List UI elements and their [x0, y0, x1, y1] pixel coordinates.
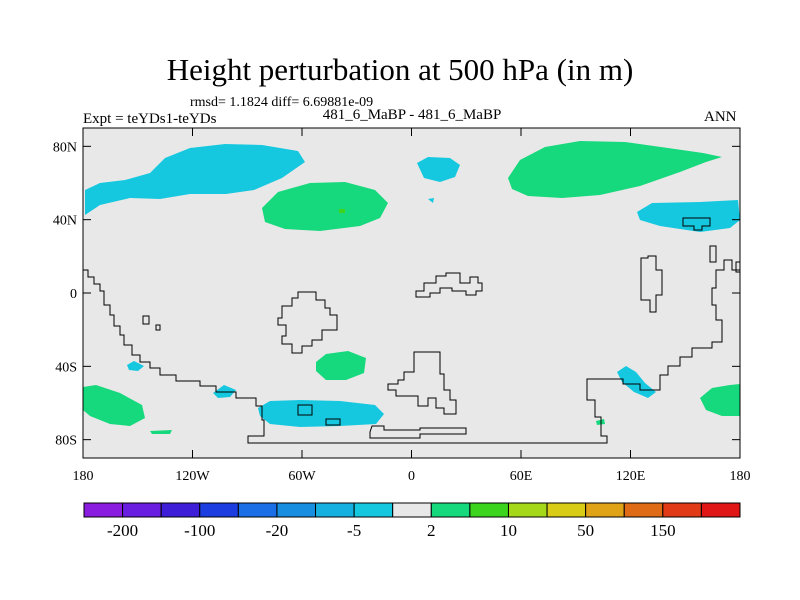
colorbar-swatch: [199, 502, 239, 518]
y-axis: 80N 40N 0 40S 80S: [53, 140, 740, 449]
experiment-label: Expt = teYDs1-teYDs: [83, 111, 217, 127]
green-region: [150, 430, 172, 434]
cyan-region: [258, 400, 384, 427]
colorbar-label: -200: [107, 521, 138, 540]
contour-fills: [83, 141, 740, 434]
y-tick-label: 40S: [55, 360, 77, 375]
colorbar-swatch: [507, 502, 548, 518]
colorbar-swatch: [700, 502, 741, 518]
stats-label: rmsd= 1.1824 diff= 6.69881e-09: [190, 95, 374, 110]
coastline: [387, 351, 457, 415]
green-region: [700, 384, 740, 416]
colorbar-swatch: [122, 502, 162, 518]
cyan-region: [637, 200, 740, 232]
colorbar-swatch: [585, 502, 625, 518]
y-tick-label: 80N: [53, 140, 77, 155]
x-tick-label: 60W: [288, 469, 316, 484]
colorbar-swatch: [353, 502, 394, 518]
x-tick-label: 120E: [616, 469, 646, 484]
green-region: [316, 351, 366, 380]
colorbar-label: 50: [577, 521, 594, 540]
bright-green-spot: [339, 209, 345, 213]
coastline: [325, 418, 341, 426]
cyan-region: [417, 157, 460, 182]
chart-title: Height perturbation at 500 hPa (in m): [166, 52, 634, 87]
colorbar-label: -100: [184, 521, 215, 540]
green-region: [508, 141, 722, 198]
green-region: [83, 385, 145, 426]
colorbar-label: 2: [427, 521, 436, 540]
coastline: [297, 404, 313, 416]
colorbar-swatch: [430, 502, 471, 518]
coastline: [735, 261, 740, 273]
colorbar-swatch: [276, 502, 317, 518]
y-tick-label: 40N: [53, 214, 77, 229]
colorbar-label: -5: [347, 521, 361, 540]
cyan-region: [127, 361, 144, 371]
case-label: 481_6_MaBP - 481_6_MaBP: [322, 107, 502, 123]
coastline: [640, 255, 663, 313]
green-region: [262, 182, 388, 231]
colorbar-swatch: [160, 502, 201, 518]
coastline: [277, 291, 338, 354]
coastline: [142, 315, 150, 325]
coastline: [682, 217, 711, 231]
y-tick-label: 80S: [55, 434, 77, 449]
coastline: [415, 272, 483, 298]
coastlines: [83, 217, 740, 444]
colorbar: -200 -100 -20 -5 2 10 50 150: [83, 502, 741, 540]
coastline: [369, 425, 467, 439]
x-tick-label: 120W: [175, 469, 210, 484]
cyan-region: [85, 144, 305, 215]
colorbar-label: 10: [500, 521, 517, 540]
coastline: [155, 324, 161, 331]
colorbar-label: -20: [266, 521, 289, 540]
x-tick-label: 180: [730, 469, 751, 484]
colorbar-swatch: [662, 502, 702, 518]
x-tick-label: 180: [73, 469, 94, 484]
x-axis: 180 120W 60W 0 60E 120E 180: [73, 128, 751, 484]
x-tick-label: 0: [408, 469, 415, 484]
coastline: [83, 259, 740, 444]
coastline: [709, 245, 717, 263]
y-tick-label: 0: [70, 287, 77, 302]
season-label: ANN: [704, 109, 737, 125]
colorbar-swatch: [237, 502, 278, 518]
colorbar-label: 150: [650, 521, 676, 540]
cyan-region: [428, 198, 434, 203]
colorbar-swatch: [623, 502, 664, 518]
colorbar-swatch: [315, 502, 355, 518]
x-tick-label: 60E: [510, 469, 533, 484]
colorbar-swatch: [83, 502, 124, 518]
colorbar-swatch: [546, 502, 587, 518]
colorbar-swatch: [392, 502, 432, 518]
colorbar-swatch: [469, 502, 509, 518]
